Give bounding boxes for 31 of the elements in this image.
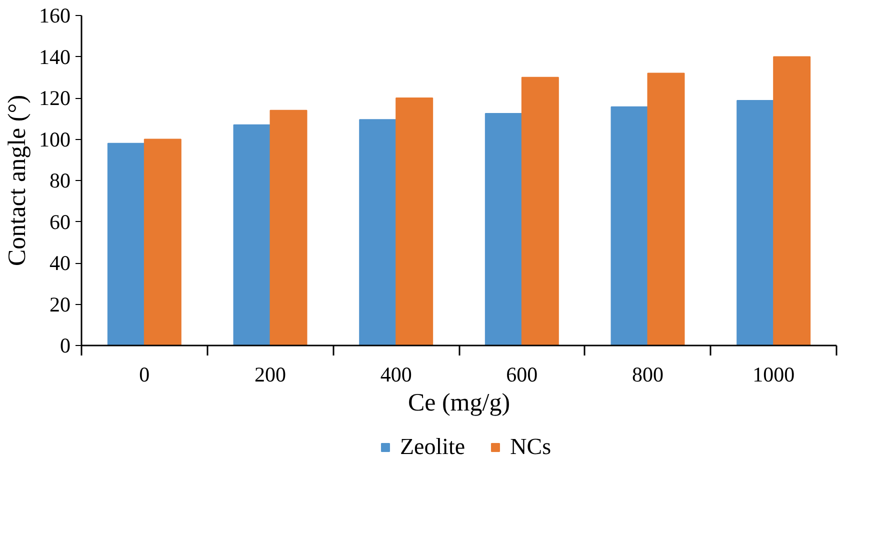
bar: [359, 119, 397, 346]
bar: [270, 110, 308, 346]
y-tick-label: 160: [39, 4, 70, 28]
bar: [144, 138, 182, 346]
y-tick-label: 80: [50, 168, 70, 192]
legend-label: NCs: [510, 434, 552, 460]
x-tick-label: 1000: [752, 362, 795, 386]
y-tick-label: 0: [60, 334, 70, 358]
y-tick-label: 40: [50, 251, 70, 275]
bar: [521, 76, 559, 346]
x-tick-label: 0: [139, 362, 150, 386]
y-axis-title: Contact angle (°): [4, 94, 31, 266]
x-tick-label: 600: [506, 362, 538, 386]
bar: [647, 72, 685, 346]
bar: [484, 112, 522, 346]
y-tick-label: 100: [39, 127, 70, 152]
y-tick-label: 60: [50, 210, 70, 234]
legend-label: Zeolite: [400, 434, 466, 460]
bar: [610, 106, 648, 346]
bar: [233, 124, 271, 346]
y-tick-label: 20: [50, 292, 70, 316]
y-tick-label: 140: [39, 44, 70, 69]
bar: [396, 98, 434, 346]
bar: [107, 142, 145, 346]
x-tick-label: 200: [254, 362, 286, 386]
x-tick-label: 400: [380, 362, 412, 386]
bar: [773, 56, 811, 346]
x-axis-title: Ce (mg/g): [408, 390, 510, 416]
x-tick-label: 800: [632, 362, 664, 386]
bar: [736, 100, 774, 346]
y-tick-label: 120: [39, 86, 70, 110]
